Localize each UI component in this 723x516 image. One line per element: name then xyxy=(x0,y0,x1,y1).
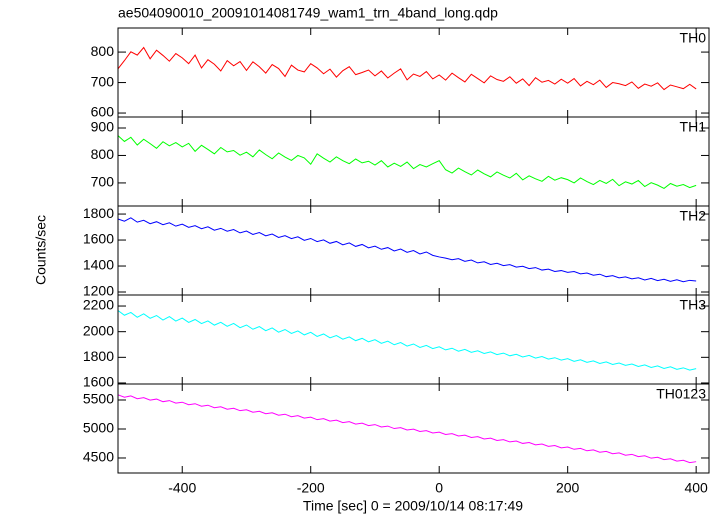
y-tick-label: 600 xyxy=(91,104,115,120)
y-tick-label: 700 xyxy=(91,174,115,190)
x-tick-label: -200 xyxy=(297,480,325,496)
panel-frame xyxy=(117,27,710,118)
data-line xyxy=(117,217,697,283)
y-tick-label: 900 xyxy=(91,119,115,135)
panel-frame xyxy=(117,116,710,207)
y-tick-label: 2200 xyxy=(83,297,114,313)
y-tick-label: 1200 xyxy=(83,283,114,299)
x-axis-label: Time [sec] 0 = 2009/10/14 08:17:49 xyxy=(303,498,523,514)
y-tick-label: 700 xyxy=(91,73,115,89)
data-line xyxy=(117,46,697,91)
data-line xyxy=(117,394,697,464)
data-line xyxy=(117,135,697,190)
y-tick-label: 800 xyxy=(91,146,115,162)
legend-label: TH3 xyxy=(680,297,707,313)
y-tick-label: 1600 xyxy=(83,231,114,247)
y-axis-label: Counts/sec xyxy=(33,215,49,285)
legend-label: TH0123 xyxy=(656,386,706,402)
x-tick-label: 200 xyxy=(556,480,580,496)
legend-label: TH1 xyxy=(680,119,707,135)
y-tick-label: 5000 xyxy=(83,420,114,436)
y-tick-label: 5500 xyxy=(83,391,114,407)
y-tick-label: 800 xyxy=(91,43,115,59)
panel-frame xyxy=(117,294,710,385)
legend-label: TH0 xyxy=(680,30,707,46)
legend-label: TH2 xyxy=(680,208,707,224)
y-tick-label: 4500 xyxy=(83,449,114,465)
x-tick-label: -400 xyxy=(168,480,196,496)
y-tick-label: 1800 xyxy=(83,205,114,221)
data-line xyxy=(117,310,697,371)
y-tick-label: 1800 xyxy=(83,348,114,364)
panel-frame xyxy=(117,383,710,474)
x-tick-label: 400 xyxy=(684,480,708,496)
x-tick-label: 0 xyxy=(435,480,443,496)
chart-title: ae504090010_20091014081749_wam1_trn_4ban… xyxy=(118,5,498,21)
y-tick-label: 1400 xyxy=(83,257,114,273)
y-tick-label: 1600 xyxy=(83,374,114,390)
y-tick-label: 2000 xyxy=(83,322,114,338)
